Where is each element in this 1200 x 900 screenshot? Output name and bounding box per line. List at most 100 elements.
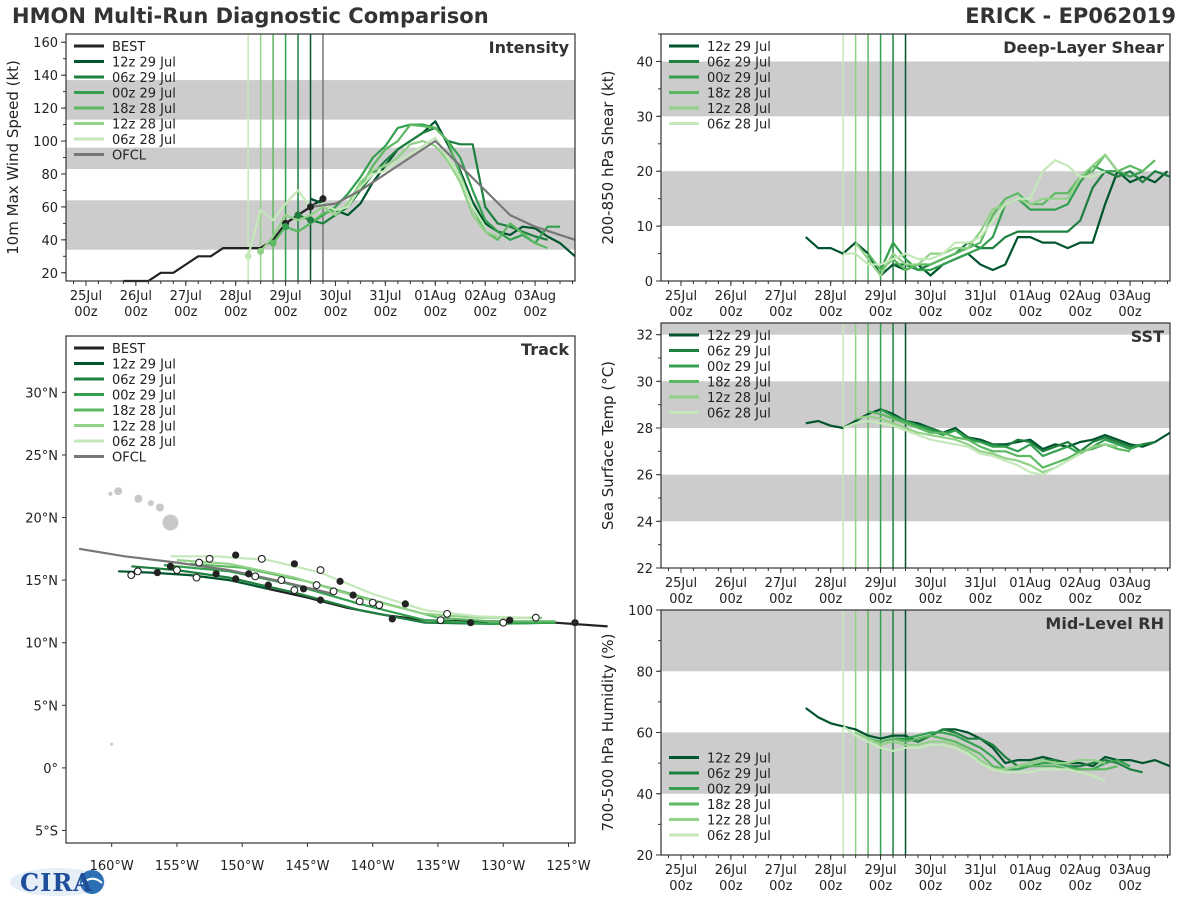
x-tick-label: 29Jul xyxy=(269,289,301,304)
track-point-open xyxy=(172,566,181,575)
track-point-open xyxy=(329,587,338,596)
track-point-open xyxy=(375,601,384,610)
track-point-filled xyxy=(232,575,240,583)
x-tick-label: 00z xyxy=(819,305,843,320)
y-tick-label: 20 xyxy=(41,267,58,282)
series-line xyxy=(310,120,576,258)
track-point-open xyxy=(192,573,201,582)
legend-label: 12z 28 Jul xyxy=(707,102,771,117)
track-point-open xyxy=(257,554,266,563)
page-title: HMON Multi-Run Diagnostic Comparison xyxy=(12,4,489,28)
legend-label: 18z 28 Jul xyxy=(112,404,176,419)
y-tick-label: 30°N xyxy=(25,386,58,401)
legend-label: 06z 29 Jul xyxy=(707,56,771,71)
threshold-band xyxy=(661,323,1170,335)
threshold-band xyxy=(661,171,1170,227)
y-axis-label: 200-850 hPa Shear (kt) xyxy=(599,71,617,245)
track-point-open xyxy=(290,586,299,595)
threshold-band xyxy=(661,381,1170,428)
x-tick-label: 00z xyxy=(1019,592,1043,607)
panel-title: Deep-Layer Shear xyxy=(1003,38,1164,57)
series-line xyxy=(892,415,1156,453)
legend-label: 00z 29 Jul xyxy=(112,87,176,102)
data-point xyxy=(319,195,327,203)
x-tick-label: 27Jul xyxy=(170,289,202,304)
y-tick-label: 120 xyxy=(33,102,58,117)
x-tick-label: 00z xyxy=(819,592,843,607)
panel-title: Mid-Level RH xyxy=(1045,614,1164,633)
x-tick-label: 00z xyxy=(769,305,793,320)
track-point-open xyxy=(205,554,214,563)
island xyxy=(108,491,113,496)
legend-label: 06z 29 Jul xyxy=(707,345,771,360)
x-tick-label: 25Jul xyxy=(665,863,697,878)
y-tick-label: 26 xyxy=(636,469,653,484)
x-tick-label: 25Jul xyxy=(665,289,697,304)
y-tick-label: 25°N xyxy=(25,449,58,464)
sst-panel: 22242628303225Jul00z26Jul00z27Jul00z28Ju… xyxy=(599,322,1171,607)
track-point-filled xyxy=(299,585,308,593)
x-tick-label: 02Aug xyxy=(1059,289,1101,304)
x-tick-label: 00z xyxy=(1068,305,1092,320)
x-tick-label: 00z xyxy=(1118,305,1142,320)
track-point-open xyxy=(195,558,204,567)
x-tick-label: 00z xyxy=(1068,879,1092,894)
x-tick-label: 27Jul xyxy=(765,289,797,304)
x-tick-label: 00z xyxy=(769,592,793,607)
y-tick-label: 32 xyxy=(636,329,653,344)
data-point xyxy=(244,252,252,260)
x-tick-label: 27Jul xyxy=(765,576,797,591)
y-tick-label: 28 xyxy=(636,422,653,437)
x-tick-label: 25Jul xyxy=(70,289,102,304)
x-tick-label: 27Jul xyxy=(765,863,797,878)
series-line xyxy=(272,123,549,250)
series-line xyxy=(843,159,1106,266)
x-tick-label: 135°W xyxy=(416,859,460,874)
series-line xyxy=(259,139,499,253)
legend-label: 12z 29 Jul xyxy=(707,329,771,344)
data-point xyxy=(269,239,277,247)
plot-frame xyxy=(660,33,1171,282)
legend-label: 12z 28 Jul xyxy=(707,391,771,406)
x-tick-label: 00z xyxy=(969,879,993,894)
legend-label: 12z 28 Jul xyxy=(112,118,176,133)
x-tick-label: 00z xyxy=(669,879,693,894)
x-tick-label: 155°W xyxy=(155,859,199,874)
track-point-filled xyxy=(232,551,240,559)
threshold-band xyxy=(661,610,1170,672)
track-point-filled xyxy=(153,569,161,577)
legend-label: 12z 29 Jul xyxy=(112,358,176,373)
track-point-open xyxy=(127,571,136,580)
series-line xyxy=(805,707,1171,768)
legend-label: OFCL xyxy=(112,149,147,164)
x-tick-label: 00z xyxy=(769,879,793,894)
x-tick-label: 00z xyxy=(919,879,943,894)
y-tick-label: 160 xyxy=(33,36,58,51)
x-tick-label: 130°W xyxy=(481,859,525,874)
y-axis-label: 700-500 hPa Humidity (%) xyxy=(599,633,617,831)
x-tick-label: 00z xyxy=(1068,592,1092,607)
x-tick-label: 02Aug xyxy=(1059,863,1101,878)
track-point-open xyxy=(133,567,142,576)
island xyxy=(114,487,123,496)
legend-label: 06z 28 Jul xyxy=(707,407,771,422)
x-tick-label: 30Jul xyxy=(914,863,946,878)
panel-title: SST xyxy=(1131,327,1164,346)
x-tick-label: 00z xyxy=(1118,592,1142,607)
series-line xyxy=(842,419,1081,476)
series-line xyxy=(880,408,1143,458)
x-tick-label: 01Aug xyxy=(1009,576,1051,591)
x-tick-label: 00z xyxy=(719,592,743,607)
y-tick-label: 15°N xyxy=(25,574,58,589)
y-tick-label: 10 xyxy=(636,220,653,235)
legend-label: 18z 28 Jul xyxy=(707,798,771,813)
series-line xyxy=(805,408,1171,451)
y-tick-label: 20 xyxy=(636,165,653,180)
x-tick-label: 31Jul xyxy=(369,289,401,304)
y-tick-label: 100 xyxy=(33,135,58,150)
x-tick-label: 26Jul xyxy=(715,289,747,304)
y-tick-label: 30 xyxy=(636,375,653,390)
x-tick-label: 150°W xyxy=(220,859,264,874)
track-point-open xyxy=(368,598,377,607)
